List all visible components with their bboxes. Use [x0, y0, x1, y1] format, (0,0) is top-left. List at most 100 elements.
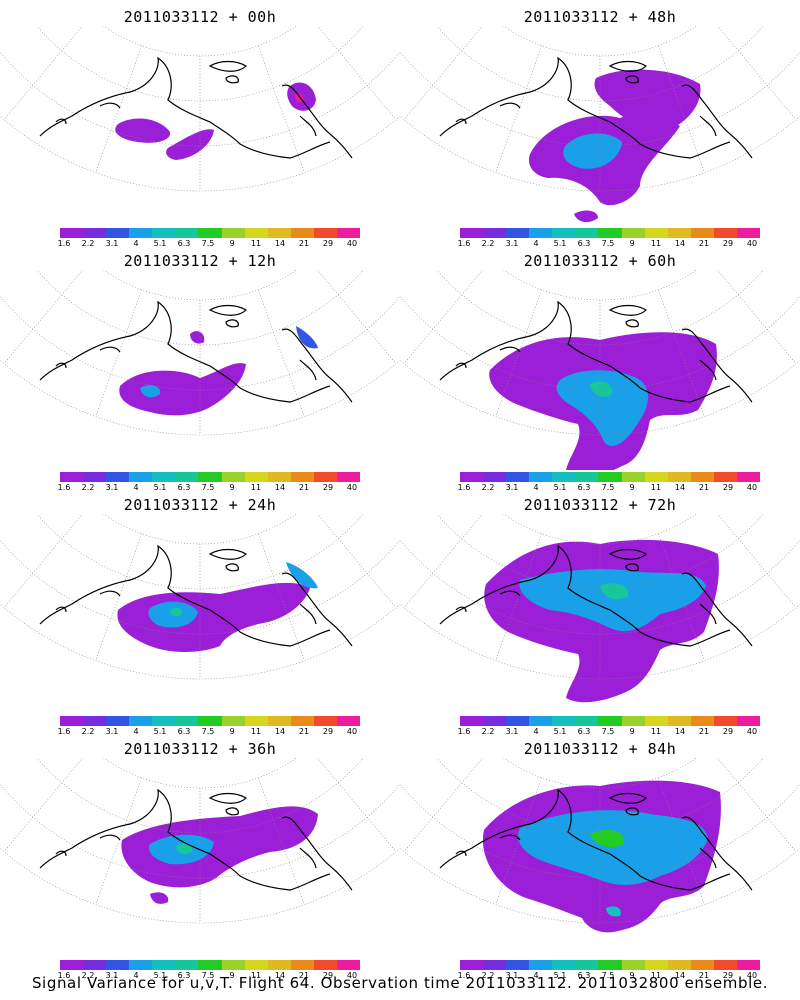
colorbar-tick-label: 11	[250, 239, 262, 248]
coastline	[208, 548, 247, 560]
colorbar-swatch	[290, 228, 314, 238]
colorbar-tick-label: 2.2	[81, 239, 95, 248]
coastline	[439, 544, 731, 647]
colorbar-swatch	[60, 228, 84, 238]
colorbar-swatch	[152, 716, 176, 726]
coastline	[455, 606, 467, 613]
coastline	[699, 115, 717, 137]
latitude-line	[0, 783, 400, 879]
variance-contour	[594, 69, 701, 134]
coastline	[681, 84, 753, 159]
longitude-line	[403, 26, 483, 120]
colorbar-swatch	[621, 228, 645, 238]
latitude-line	[436, 758, 764, 834]
colorbar	[460, 472, 761, 482]
colorbar-swatch	[552, 716, 576, 726]
colorbar-swatch	[313, 472, 337, 482]
colorbar-tick-label: 14	[274, 483, 286, 492]
longitude-line	[403, 514, 483, 608]
coastline	[608, 792, 647, 804]
longitude-line	[717, 514, 797, 608]
colorbar-tick-label: 40	[346, 727, 358, 736]
latitude-line	[0, 295, 400, 391]
colorbar-swatch	[336, 472, 361, 482]
colorbar-tick-label: 5.1	[553, 727, 567, 736]
colorbar-swatch	[506, 716, 530, 726]
panel-title: 2011033112 + 84h	[523, 740, 677, 758]
coastline	[681, 572, 753, 647]
colorbar-swatch	[267, 472, 291, 482]
longitude-line	[747, 26, 800, 39]
colorbar-ticks: 1.6 2.2 3.1 4 5.1 6.3 7.5 9 11 14 21 29 40	[446, 239, 770, 249]
longitude-line	[95, 45, 143, 173]
variance-contour	[115, 118, 171, 143]
latitude-line	[400, 295, 800, 391]
colorbar-swatch	[336, 228, 361, 238]
colorbar-tick-label: 40	[746, 971, 758, 980]
variance-contour	[150, 892, 169, 904]
colorbar-swatch	[221, 228, 245, 238]
colorbar-swatch	[198, 960, 222, 970]
coastline	[681, 816, 753, 891]
colorbar-swatch	[644, 716, 668, 726]
colorbar-swatch	[290, 472, 314, 482]
variance-contour	[556, 370, 649, 447]
colorbar-swatch	[598, 472, 622, 482]
colorbar-tick-label: 4	[133, 239, 139, 248]
colorbar-swatch	[552, 960, 576, 970]
coastline	[55, 850, 67, 857]
colorbar-tick-label: 9	[629, 971, 635, 980]
variance-contour	[176, 844, 193, 854]
longitude-line	[403, 758, 483, 852]
colorbar-tick-label: 29	[722, 727, 734, 736]
colorbar-tick-label: 7.5	[201, 483, 215, 492]
colorbar-swatch	[575, 960, 599, 970]
forecast-panel: 2011033112 + 60h 1.6 2.2 3.1 4 5.1 6.3 7.5 9 11 14…	[400, 248, 800, 493]
colorbar-swatch	[106, 960, 130, 970]
colorbar-tick-label: 40	[346, 971, 358, 980]
latitude-line	[36, 758, 364, 834]
longitude-line	[347, 26, 400, 39]
coastline	[225, 563, 239, 572]
latitude-line	[0, 359, 400, 436]
longitude-line	[400, 758, 453, 771]
colorbar-tick-label: 2.2	[81, 483, 95, 492]
coastline	[281, 816, 353, 891]
colorbar-tick-label: 5.1	[153, 483, 167, 492]
longitude-line	[3, 270, 83, 364]
coastline	[281, 328, 353, 403]
longitude-line	[717, 26, 797, 120]
colorbar-tick-label: 29	[722, 971, 734, 980]
colorbar-swatch	[529, 228, 553, 238]
colorbar-tick-label: 4	[533, 483, 539, 492]
colorbar-swatch	[690, 472, 714, 482]
colorbar-tick-label: 40	[746, 239, 758, 248]
variance-contour	[574, 210, 598, 223]
colorbar-ticks: 1.6 2.2 3.1 4 5.1 6.3 7.5 9 11 14 21 29 40	[446, 971, 770, 981]
colorbar-swatch	[598, 960, 622, 970]
latitude-line	[503, 270, 697, 301]
variance-contour	[563, 133, 622, 169]
variance-contour	[170, 607, 183, 617]
colorbar-tick-label: 29	[322, 483, 334, 492]
colorbar-tick-label: 7.5	[201, 727, 215, 736]
colorbar-swatch	[575, 228, 599, 238]
colorbar-swatch	[713, 472, 737, 482]
longitude-line	[317, 514, 397, 608]
colorbar-swatch	[460, 960, 484, 970]
colorbar-tick-label: 11	[650, 239, 662, 248]
longitude-line	[95, 533, 143, 661]
colorbar-swatch	[598, 716, 622, 726]
variance-contour	[606, 906, 621, 917]
coastline	[39, 544, 331, 647]
forecast-panel: 2011033112 + 36h 1.6 2.2 3.1 4 5.1 6.3 7.5 9 11 14…	[0, 736, 400, 981]
coastline	[225, 807, 239, 816]
latitude-line	[436, 270, 764, 346]
colorbar-swatch	[244, 716, 268, 726]
coastline	[299, 115, 317, 137]
longitude-line	[400, 514, 453, 527]
colorbar-tick-label: 6.3	[177, 483, 191, 492]
latitude-line	[0, 115, 400, 192]
colorbar-tick-label: 21	[298, 971, 310, 980]
colorbar-tick-label: 2.2	[481, 971, 495, 980]
